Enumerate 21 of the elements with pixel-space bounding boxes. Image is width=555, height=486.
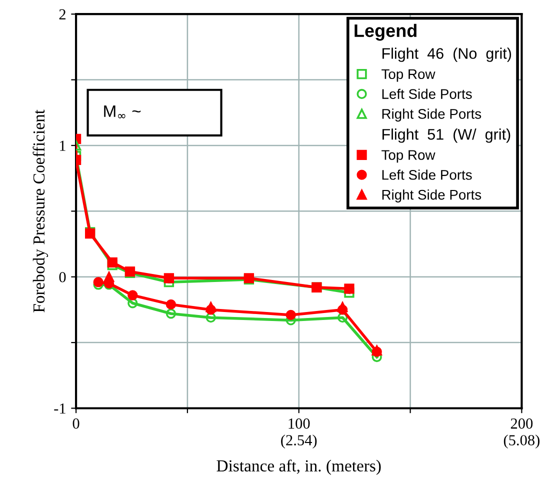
x-tick-label: 100 bbox=[288, 418, 310, 429]
annotation: M$_{∞}$ ~ bbox=[104, 105, 141, 118]
annotation: Flight 51 (W/ grit) bbox=[382, 128, 510, 143]
y-axis-title: Forebody Pressure Coefficient bbox=[32, 110, 48, 312]
x-tick-label: 200 bbox=[510, 418, 533, 429]
legend-label: Right Side Ports bbox=[382, 190, 482, 202]
y-tick-label: 0 bbox=[59, 272, 66, 282]
y-tick-label: -1 bbox=[54, 403, 66, 414]
legend-label: Left Side Ports bbox=[382, 170, 472, 180]
x-tick-label: 0 bbox=[72, 418, 80, 429]
legend-label: Left Side Ports bbox=[382, 88, 472, 99]
legend-label: Top Row bbox=[382, 150, 436, 163]
y-tick-label: 2 bbox=[59, 9, 66, 20]
x-axis-title: Distance aft, in. (meters) bbox=[216, 460, 381, 475]
legend-label: Top Row bbox=[382, 69, 436, 82]
legend-label: Right Side Ports bbox=[382, 108, 482, 122]
y-tick-label: 1 bbox=[60, 140, 66, 151]
annotation: Flight 46 (No grit) bbox=[382, 48, 512, 62]
x2-tick-label: (5.08) bbox=[504, 434, 540, 448]
x2-tick-label: (2.54) bbox=[281, 434, 317, 448]
legend-title: Legend bbox=[354, 24, 416, 41]
